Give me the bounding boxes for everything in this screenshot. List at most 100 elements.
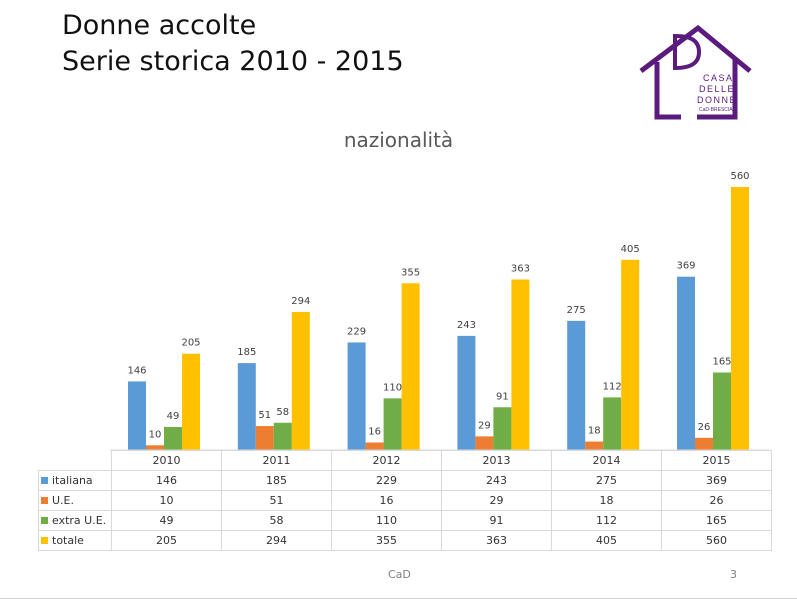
table-year-header: 2010 <box>111 450 222 471</box>
data-label: 165 <box>712 357 731 368</box>
data-label: 294 <box>291 296 310 307</box>
logo-text-cad-brescia: CaD-BRESCIA <box>699 107 733 113</box>
bar-2012-ue <box>365 442 384 450</box>
table-row: italiana 146 185 229 243 275 369 <box>38 470 772 491</box>
footer-text: CaD <box>388 568 411 581</box>
legend-swatch <box>41 517 48 524</box>
table-cell: 51 <box>221 490 332 511</box>
data-label: 91 <box>496 391 509 402</box>
legend-swatch <box>41 497 48 504</box>
bar-2015-totale <box>731 187 749 450</box>
bar-2015-extraue <box>713 372 731 450</box>
table-cell: 355 <box>331 530 442 551</box>
data-label: 363 <box>511 264 530 275</box>
bar-2014-extraue <box>603 397 622 450</box>
chart-title: nazionalità <box>343 128 454 152</box>
bar-2015-ue <box>695 437 713 450</box>
casa-delle-donne-logo: CASA DELLE DONNE CaD-BRESCIA <box>639 24 752 120</box>
data-label: 112 <box>603 381 622 392</box>
table-cell: 560 <box>661 530 772 551</box>
table-cell: 26 <box>661 490 772 511</box>
legend-swatch <box>41 537 48 544</box>
legend-swatch <box>41 477 48 484</box>
table-cell: 112 <box>551 510 662 531</box>
bar-2011-totale <box>291 311 310 450</box>
data-label: 369 <box>676 261 695 272</box>
data-label: 26 <box>698 422 711 433</box>
table-year-header: 2014 <box>551 450 662 471</box>
data-label: 560 <box>730 171 749 182</box>
table-cell: 229 <box>331 470 442 491</box>
bar-2010-extraue <box>164 426 182 450</box>
bar-chart: 146 10 49 205 185 51 58 294 229 16 110 355 243 29 91 36… <box>110 171 769 451</box>
data-label: 10 <box>149 429 162 440</box>
table-cell: 294 <box>221 530 332 551</box>
page-number: 3 <box>730 568 737 581</box>
table-cell: 110 <box>331 510 442 531</box>
bar-2014-ue <box>585 441 604 450</box>
legend-label: totale <box>52 534 84 547</box>
table-cell: 18 <box>551 490 662 511</box>
table-cell: 49 <box>111 510 222 531</box>
data-label: 185 <box>237 347 256 358</box>
table-cell: 405 <box>551 530 662 551</box>
data-label: 355 <box>401 267 420 278</box>
bar-2011-ue <box>255 426 274 450</box>
bar-2013-extraue <box>493 407 512 450</box>
bar-2010-ue <box>146 445 164 450</box>
data-label: 51 <box>258 410 271 421</box>
table-row: totale 205 294 355 363 405 560 <box>38 530 772 551</box>
legend-label: extra U.E. <box>52 514 107 527</box>
slide-title: Donne accolte Serie storica 2010 - 2015 <box>62 8 404 80</box>
table-row: U.E. 10 51 16 29 18 26 <box>38 490 772 511</box>
footer-divider <box>0 598 797 599</box>
table-cell: 185 <box>221 470 332 491</box>
bar-2013-ue <box>475 436 494 450</box>
data-label: 205 <box>181 338 200 349</box>
data-label: 49 <box>167 411 180 422</box>
table-cell: 369 <box>661 470 772 491</box>
table-cell: 10 <box>111 490 222 511</box>
bar-2015-italiana <box>677 276 695 450</box>
bar-2010-totale <box>182 353 200 450</box>
bar-2012-totale <box>401 283 420 450</box>
data-label: 16 <box>368 426 381 437</box>
data-label: 243 <box>457 320 476 331</box>
bar-2011-extraue <box>273 422 292 450</box>
logo-text-delle: DELLE <box>699 84 735 94</box>
legend-label: italiana <box>52 474 93 487</box>
table-cell: 29 <box>441 490 552 511</box>
data-label: 18 <box>588 426 601 437</box>
logo-letter-d <box>673 33 702 71</box>
table-corner <box>38 450 112 471</box>
table-year-header: 2015 <box>661 450 772 471</box>
legend-label: U.E. <box>52 494 74 507</box>
table-year-header: 2011 <box>221 450 332 471</box>
legend-entry: italiana <box>38 470 112 491</box>
table-cell: 146 <box>111 470 222 491</box>
bar-2010-italiana <box>128 381 146 450</box>
bar-2013-totale <box>511 279 530 450</box>
data-label: 110 <box>383 382 402 393</box>
legend-entry: extra U.E. <box>38 510 112 531</box>
bar-2014-italiana <box>567 320 586 450</box>
table-cell: 205 <box>111 530 222 551</box>
bar-2014-totale <box>621 259 640 450</box>
table-year-header: 2012 <box>331 450 442 471</box>
data-label: 146 <box>127 365 146 376</box>
table-cell: 165 <box>661 510 772 531</box>
table-row: extra U.E. 49 58 110 91 112 165 <box>38 510 772 531</box>
data-label: 405 <box>621 244 640 255</box>
logo-text-casa: CASA <box>703 73 734 83</box>
bar-2013-italiana <box>457 335 476 450</box>
legend-entry: U.E. <box>38 490 112 511</box>
table-cell: 243 <box>441 470 552 491</box>
title-line-2: Serie storica 2010 - 2015 <box>62 46 404 77</box>
table-cell: 363 <box>441 530 552 551</box>
data-label: 29 <box>478 420 491 431</box>
data-label: 229 <box>347 326 366 337</box>
logo-house-wall <box>654 62 681 120</box>
data-table: 2010 2011 2012 2013 2014 2015 italiana 146 185 22… <box>38 450 772 551</box>
bar-2012-italiana <box>347 342 366 450</box>
bar-2012-extraue <box>383 398 402 450</box>
